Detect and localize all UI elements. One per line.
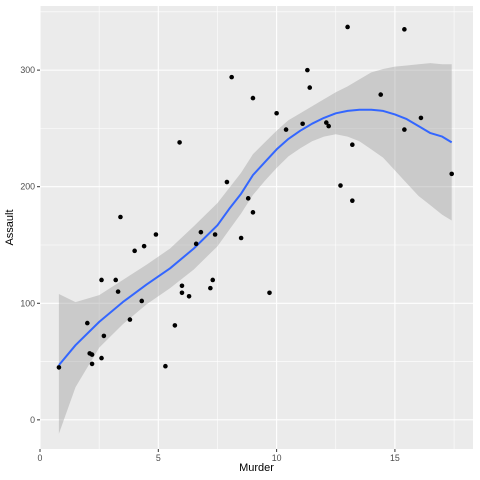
data-point <box>139 298 145 304</box>
major-gridlines <box>39 6 473 449</box>
x-axis-title: Murder <box>239 462 274 474</box>
data-point <box>113 277 119 283</box>
data-point <box>267 290 272 296</box>
data-point <box>229 74 234 80</box>
data-point <box>127 317 133 322</box>
data-point <box>402 127 407 132</box>
x-axis: 0 5 10 15 <box>38 449 400 463</box>
y-tick-label: 200 <box>20 182 35 192</box>
data-point <box>326 123 331 129</box>
data-point <box>274 110 279 116</box>
data-point <box>101 333 107 339</box>
data-point <box>179 283 185 289</box>
data-point <box>245 196 251 201</box>
data-point <box>193 241 199 247</box>
data-point <box>418 115 424 121</box>
y-axis: 0 100 200 300 <box>20 65 40 425</box>
x-tick-label: 5 <box>156 453 161 463</box>
data-point <box>378 92 384 97</box>
y-tick-label: 0 <box>30 415 35 425</box>
data-point <box>307 85 313 90</box>
data-point <box>56 365 62 370</box>
smooth-trend-line <box>58 108 453 366</box>
plot-panel <box>40 6 473 449</box>
data-point <box>238 235 244 241</box>
data-point <box>338 183 343 188</box>
data-point <box>305 67 310 73</box>
data-point <box>212 232 218 237</box>
data-point <box>99 355 104 361</box>
data-point <box>153 232 159 237</box>
data-points <box>56 24 455 370</box>
data-point <box>345 24 350 30</box>
data-point <box>250 210 256 215</box>
data-point <box>99 277 104 283</box>
data-point <box>283 127 289 132</box>
x-tick-label: 10 <box>272 453 282 463</box>
data-point <box>177 140 182 145</box>
x-tick-label: 0 <box>38 453 43 463</box>
data-point <box>89 352 95 357</box>
data-point <box>172 323 178 328</box>
data-point <box>402 27 407 32</box>
data-point <box>179 290 185 296</box>
data-point <box>210 277 216 283</box>
data-point <box>163 363 168 369</box>
data-point <box>250 95 256 101</box>
minor-gridlines <box>40 6 473 449</box>
data-point <box>350 198 355 203</box>
data-point <box>324 120 329 125</box>
data-point <box>224 179 230 185</box>
data-point <box>350 142 355 148</box>
data-point <box>208 285 213 291</box>
data-point <box>141 243 147 249</box>
data-point <box>186 293 192 299</box>
y-tick-label: 100 <box>20 298 35 308</box>
y-tick-label: 300 <box>20 65 35 75</box>
data-point <box>115 289 121 294</box>
data-point <box>89 361 95 367</box>
data-point <box>118 214 123 220</box>
data-point <box>300 121 305 127</box>
data-point <box>449 171 455 177</box>
data-point <box>85 320 90 326</box>
data-point <box>132 248 137 254</box>
data-point <box>198 229 204 235</box>
x-tick-label: 15 <box>390 453 400 463</box>
confidence-ribbon <box>58 63 452 434</box>
y-axis-title: Assault <box>4 209 16 245</box>
